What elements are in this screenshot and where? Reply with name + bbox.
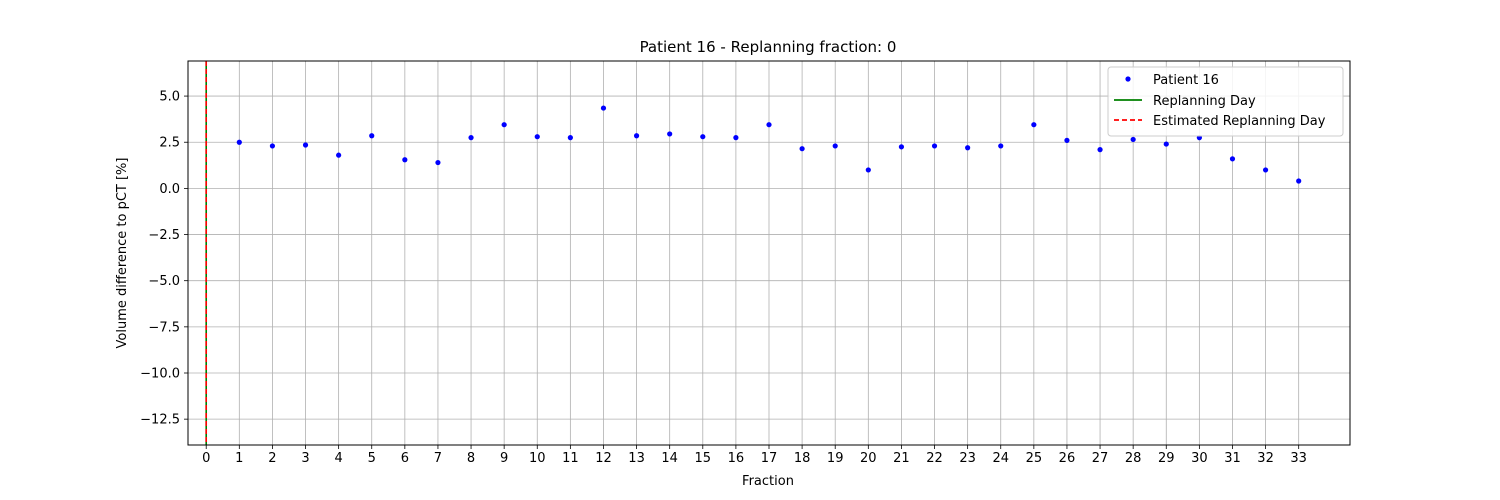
x-tick-label: 33 <box>1290 451 1307 466</box>
data-point <box>534 134 540 140</box>
x-tick-label: 7 <box>434 451 442 466</box>
x-tick-label: 23 <box>959 451 976 466</box>
data-point <box>1097 147 1103 153</box>
y-tick-label: 5.0 <box>159 90 180 105</box>
x-tick-label: 12 <box>595 451 612 466</box>
x-tick-label: 29 <box>1158 451 1175 466</box>
data-point <box>1163 141 1169 147</box>
legend-label-patient: Patient 16 <box>1153 73 1219 88</box>
x-tick-label: 27 <box>1092 451 1109 466</box>
x-tick-label: 3 <box>301 451 309 466</box>
x-tick-label: 16 <box>728 451 745 466</box>
legend-box <box>1107 66 1344 137</box>
plot-series <box>205 61 1302 445</box>
x-tick-label: 2 <box>268 451 276 466</box>
legend-marker-patient <box>1125 76 1131 82</box>
legend-label-estimated: Estimated Replanning Day <box>1153 114 1326 129</box>
data-point <box>468 135 474 141</box>
data-point <box>236 139 242 145</box>
data-point <box>435 159 441 166</box>
x-tick-label: 5 <box>368 451 376 466</box>
y-tick-label: 0.0 <box>159 182 180 197</box>
x-tick-label: 1 <box>235 451 243 466</box>
grid <box>188 61 1350 445</box>
x-tick-label: 31 <box>1224 451 1241 466</box>
x-tick-label: 24 <box>992 451 1009 466</box>
x-tick-label: 28 <box>1125 451 1142 466</box>
data-point <box>501 122 507 128</box>
x-tick-label: 13 <box>628 451 645 466</box>
x-tick-label: 18 <box>794 451 811 466</box>
data-point <box>832 143 838 149</box>
data-point <box>1296 178 1302 184</box>
x-tick-label: 30 <box>1191 451 1208 466</box>
data-point <box>667 131 673 137</box>
data-point <box>269 143 276 149</box>
data-point <box>1031 122 1037 128</box>
data-point <box>931 143 938 149</box>
x-tick-label: 10 <box>529 451 546 466</box>
data-point <box>898 144 905 150</box>
y-tick-label: −10.0 <box>140 367 180 382</box>
x-tick-label: 0 <box>202 451 210 466</box>
x-tick-label: 4 <box>334 451 342 466</box>
data-point <box>1229 156 1236 162</box>
x-tick-label: 26 <box>1059 451 1076 466</box>
data-point <box>965 145 971 151</box>
data-point <box>1130 136 1136 143</box>
x-tick-label: 6 <box>401 451 409 466</box>
x-tick-label: 22 <box>926 451 943 466</box>
x-tick-label: 14 <box>661 451 678 466</box>
axis-ticks: 0 1 2 3 4 5 6 7 8 9 10 11 12 13 14 15 16 17 18 19 20 21 22 23 24… <box>140 90 1307 466</box>
x-tick-label: 21 <box>893 451 910 466</box>
y-tick-label: −7.5 <box>148 320 180 335</box>
data-point <box>865 167 871 173</box>
y-tick-label: 2.5 <box>159 136 180 151</box>
x-axis-label: Fraction <box>742 474 794 489</box>
y-tick-label: −2.5 <box>148 228 180 243</box>
data-point <box>799 146 805 152</box>
data-point <box>336 152 342 158</box>
data-point <box>567 135 573 141</box>
data-point <box>998 143 1004 149</box>
x-tick-label: 11 <box>562 451 579 466</box>
x-tick-label: 8 <box>467 451 475 466</box>
data-point <box>733 135 739 141</box>
data-point <box>633 133 640 139</box>
data-point <box>766 122 772 128</box>
x-tick-label: 25 <box>1026 451 1043 466</box>
data-point <box>369 133 375 139</box>
legend-label-replanning: Replanning Day <box>1153 94 1256 109</box>
x-tick-label: 32 <box>1257 451 1274 466</box>
y-axis-label: Volume difference to pCT [%] <box>115 158 130 349</box>
y-tick-label: −12.5 <box>140 413 180 428</box>
data-point <box>402 157 408 163</box>
x-tick-label: 15 <box>695 451 712 466</box>
x-tick-label: 19 <box>827 451 844 466</box>
chart-title: Patient 16 - Replanning fraction: 0 <box>640 38 897 56</box>
data-point <box>1262 167 1269 173</box>
legend: Patient 16 Replanning Day Estimated Repl… <box>1107 66 1344 137</box>
data-point <box>1064 137 1070 143</box>
data-point <box>302 142 309 148</box>
x-tick-label: 9 <box>500 451 508 466</box>
x-tick-label: 17 <box>761 451 778 466</box>
data-point <box>700 134 706 140</box>
y-tick-label: −5.0 <box>148 274 180 289</box>
data-point <box>600 105 607 111</box>
x-tick-label: 20 <box>860 451 877 466</box>
